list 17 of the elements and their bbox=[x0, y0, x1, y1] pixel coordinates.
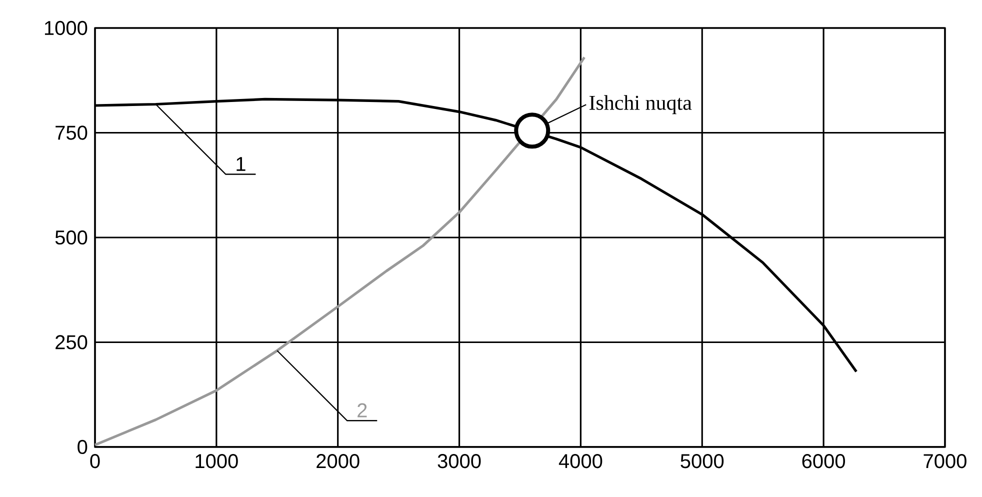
x-tick-label: 6000 bbox=[802, 454, 846, 468]
x-tick-label: 0 bbox=[90, 454, 100, 468]
x-tick-label: 4000 bbox=[558, 454, 602, 468]
y-tick-label: 1000 bbox=[44, 20, 88, 36]
y-tick-label: 500 bbox=[55, 230, 88, 245]
annotation: Ishchi nuqta bbox=[589, 95, 692, 114]
x-tick-label: 1000 bbox=[196, 454, 238, 468]
y-tick-label: 250 bbox=[56, 335, 88, 350]
text: 1 bbox=[236, 157, 246, 171]
x-tick-label: 3000 bbox=[438, 454, 481, 468]
y-tick-label: 0 bbox=[78, 440, 88, 454]
x-tick-label: 5000 bbox=[680, 454, 724, 468]
line-series bbox=[94, 56, 586, 446]
y-tick-label: 750 bbox=[56, 126, 88, 140]
text: 2 bbox=[358, 403, 367, 418]
x-tick-label: 7000 bbox=[924, 454, 966, 468]
x-tick-label: 2000 bbox=[316, 454, 360, 468]
